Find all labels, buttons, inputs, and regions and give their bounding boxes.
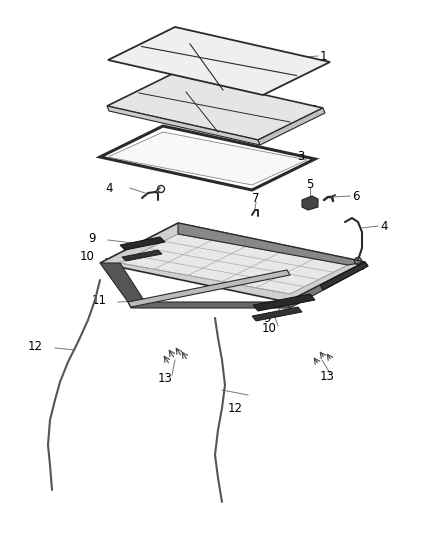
Text: 12: 12: [228, 401, 243, 415]
Text: 1: 1: [320, 50, 328, 62]
Text: 7: 7: [252, 192, 259, 206]
Text: 13: 13: [158, 372, 173, 384]
Text: 4: 4: [105, 182, 113, 195]
Polygon shape: [128, 302, 290, 308]
Polygon shape: [108, 27, 330, 95]
Text: 5: 5: [306, 177, 313, 190]
Text: 3: 3: [297, 150, 304, 164]
Polygon shape: [122, 250, 162, 261]
Text: 2: 2: [310, 103, 318, 117]
Polygon shape: [107, 74, 323, 140]
Text: 10: 10: [262, 322, 277, 335]
Text: 8: 8: [357, 261, 364, 273]
Text: 10: 10: [80, 251, 95, 263]
Polygon shape: [107, 106, 260, 145]
Polygon shape: [287, 262, 368, 308]
Text: 6: 6: [352, 190, 360, 203]
Polygon shape: [120, 234, 348, 294]
Polygon shape: [258, 108, 325, 145]
Polygon shape: [252, 307, 302, 321]
Text: 12: 12: [28, 341, 43, 353]
Polygon shape: [120, 237, 165, 250]
Polygon shape: [100, 223, 365, 302]
Polygon shape: [100, 263, 145, 302]
Polygon shape: [302, 196, 318, 210]
Text: 13: 13: [320, 369, 335, 383]
Polygon shape: [253, 294, 315, 311]
Text: 11: 11: [92, 295, 107, 308]
Text: 9: 9: [263, 311, 271, 325]
Polygon shape: [178, 223, 365, 265]
Polygon shape: [320, 262, 368, 290]
Polygon shape: [108, 132, 307, 185]
Text: 4: 4: [380, 220, 388, 232]
Polygon shape: [128, 270, 290, 307]
Text: 9: 9: [88, 231, 95, 245]
